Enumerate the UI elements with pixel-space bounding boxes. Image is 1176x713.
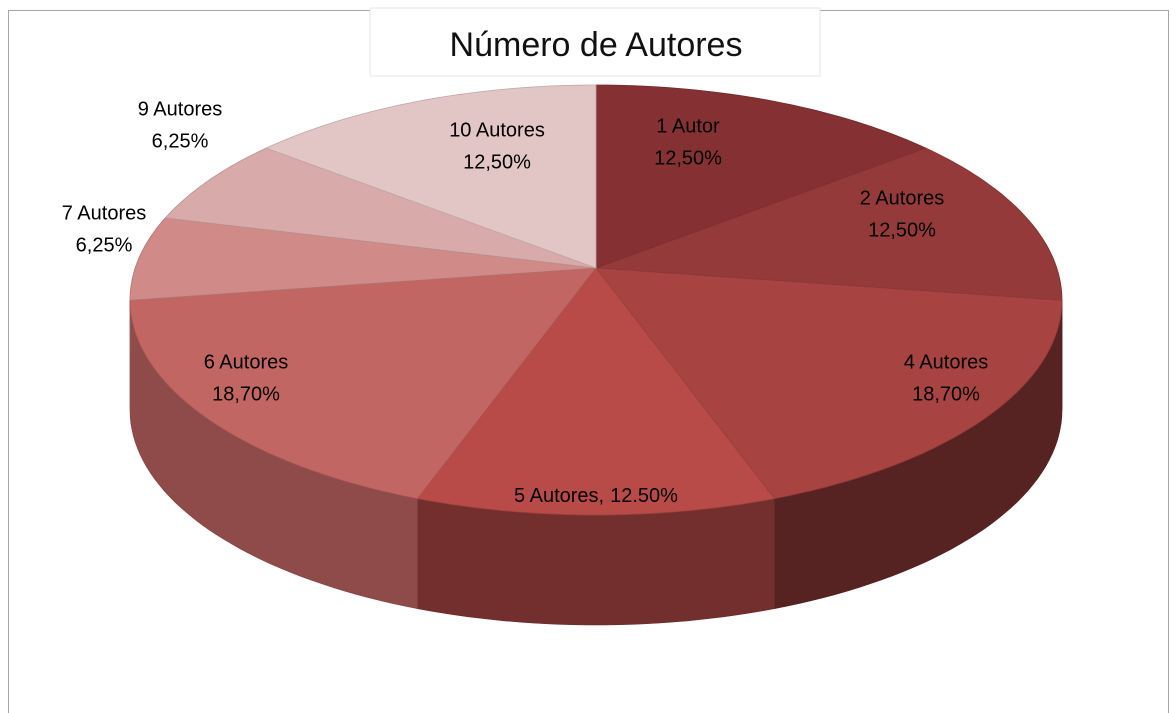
value-label: 12,50% bbox=[463, 151, 531, 173]
slice bbox=[129, 267, 597, 500]
category-label: 1 Autor bbox=[656, 115, 720, 137]
slice bbox=[416, 267, 776, 516]
pie-tops bbox=[129, 84, 1063, 516]
category-label: 10 Autores bbox=[449, 119, 545, 141]
value-label: 6,25% bbox=[152, 130, 209, 152]
category-label: 4 Autores bbox=[904, 351, 989, 373]
title-box bbox=[369, 7, 821, 77]
category-label: 2 Autores bbox=[860, 187, 945, 209]
data-labels: 1 Autor 12,50% 2 Autores 12,50% 4 Autores 18,… bbox=[62, 98, 989, 507]
value-label: 12,50% bbox=[654, 147, 722, 169]
slice bbox=[265, 84, 597, 269]
value-label: 12.50% bbox=[610, 485, 678, 507]
value-label: 12,50% bbox=[868, 219, 936, 241]
category-label: 5 Autores, bbox=[514, 485, 604, 507]
category-label: 7 Autores bbox=[62, 202, 147, 224]
value-label: 18,70% bbox=[212, 383, 280, 405]
chart-title: Número de Autores bbox=[450, 26, 743, 64]
category-label: 9 Autores bbox=[138, 98, 223, 120]
category-label: 6 Autores bbox=[204, 351, 289, 373]
pie-sides bbox=[129, 300, 1063, 626]
data-label: 5 Autores, 12.50% bbox=[514, 485, 678, 507]
value-label: 6,25% bbox=[76, 234, 133, 256]
slice bbox=[129, 217, 597, 301]
slice-side bbox=[417, 498, 775, 626]
slice bbox=[595, 267, 1063, 500]
slice bbox=[595, 147, 1063, 301]
slice bbox=[595, 84, 927, 269]
value-label: 18,70% bbox=[912, 383, 980, 405]
slice bbox=[164, 147, 597, 269]
